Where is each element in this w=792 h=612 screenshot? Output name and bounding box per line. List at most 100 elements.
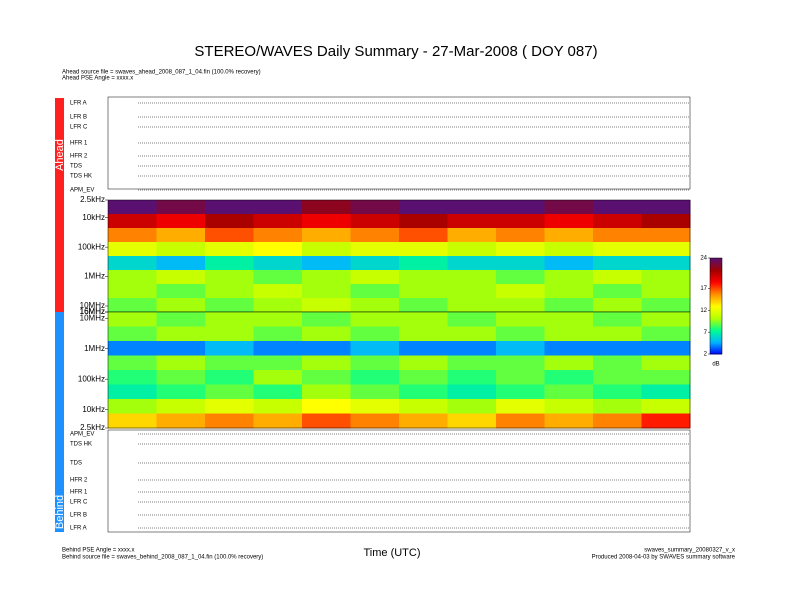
heat-cell bbox=[350, 370, 400, 385]
heat-cell bbox=[108, 242, 157, 257]
heat-cell bbox=[544, 214, 594, 229]
heat-cell bbox=[205, 370, 254, 385]
colorbar-swatch bbox=[710, 306, 722, 309]
heat-cell bbox=[447, 384, 497, 400]
panel-frame bbox=[107, 429, 691, 533]
heat-cell bbox=[593, 270, 642, 285]
colorbar-swatch bbox=[710, 282, 722, 285]
heat-cell bbox=[399, 370, 448, 385]
header-line: Ahead PSE Angle = xxxx.x bbox=[62, 76, 133, 82]
colorbar-swatch bbox=[710, 346, 722, 349]
colorbar-swatch bbox=[710, 310, 722, 313]
heat-cell bbox=[350, 341, 400, 356]
heat-cell bbox=[205, 399, 254, 414]
heat-cell bbox=[205, 214, 254, 229]
heat-cell bbox=[302, 341, 351, 356]
colorbar-swatch bbox=[710, 272, 722, 275]
heat-cell bbox=[641, 200, 691, 215]
heat-cell bbox=[447, 399, 497, 414]
heat-cell bbox=[496, 413, 545, 429]
header-line: Ahead source file = swaves_ahead_2008_08… bbox=[62, 70, 261, 76]
footer-line: Behind PSE Angle = xxxx.x bbox=[62, 548, 135, 554]
heat-cell bbox=[641, 355, 691, 371]
heat-cell bbox=[205, 270, 254, 285]
colorbar-swatch bbox=[710, 260, 722, 263]
colorbar-swatch bbox=[710, 280, 722, 283]
heat-cell bbox=[641, 399, 691, 414]
heat-cell bbox=[350, 355, 400, 371]
spectrogram-frame bbox=[107, 311, 691, 429]
colorbar-swatch bbox=[710, 312, 722, 315]
heat-cell bbox=[156, 312, 206, 327]
heat-cell bbox=[496, 355, 545, 371]
heat-cell bbox=[399, 384, 448, 400]
side-label: Behind bbox=[54, 495, 66, 529]
heat-cell bbox=[108, 284, 157, 299]
y-tick-label: 100kHz bbox=[78, 374, 105, 383]
colorbar-swatch bbox=[710, 318, 722, 321]
colorbar-swatch bbox=[710, 350, 722, 353]
heat-cell bbox=[641, 326, 691, 342]
heat-cell bbox=[593, 256, 642, 271]
heat-cell bbox=[544, 242, 594, 257]
instrument-label: HFR 2 bbox=[70, 154, 88, 160]
heat-cell bbox=[593, 214, 642, 229]
heat-cell bbox=[447, 341, 497, 356]
heat-cell bbox=[399, 341, 448, 356]
panel-frame bbox=[107, 96, 691, 190]
heat-cell bbox=[399, 214, 448, 229]
colorbar-tick-label: 17 bbox=[700, 286, 707, 292]
heat-cell bbox=[544, 370, 594, 385]
heat-cell bbox=[544, 228, 594, 243]
heat-cell bbox=[399, 228, 448, 243]
heat-cell bbox=[302, 384, 351, 400]
heat-cell bbox=[302, 284, 351, 299]
heat-cell bbox=[205, 355, 254, 371]
heat-cell bbox=[350, 399, 400, 414]
heat-cell bbox=[253, 214, 303, 229]
instrument-label: LFR C bbox=[70, 125, 88, 131]
heat-cell bbox=[108, 228, 157, 243]
heat-cell bbox=[496, 399, 545, 414]
colorbar-swatch bbox=[710, 268, 722, 271]
heat-cell bbox=[156, 270, 206, 285]
heat-cell bbox=[593, 326, 642, 342]
heat-cell bbox=[108, 326, 157, 342]
heat-cell bbox=[641, 256, 691, 271]
heat-cell bbox=[205, 326, 254, 342]
instrument-label: LFR B bbox=[70, 513, 87, 519]
heat-cell bbox=[399, 413, 448, 429]
heat-cell bbox=[447, 214, 497, 229]
heat-cell bbox=[399, 256, 448, 271]
footer-line: Behind source file = swaves_behind_2008_… bbox=[62, 555, 263, 561]
instrument-label: APM_EV bbox=[70, 188, 94, 194]
heat-cell bbox=[205, 384, 254, 400]
footer-line: swaves_summary_20080327_v_x bbox=[644, 548, 735, 554]
colorbar-swatch bbox=[710, 320, 722, 323]
colorbar-swatch bbox=[710, 326, 722, 329]
heat-cell bbox=[447, 370, 497, 385]
y-tick-label: 10MHz bbox=[80, 301, 105, 310]
heat-cell bbox=[496, 312, 545, 327]
colorbar-swatch bbox=[710, 298, 722, 301]
heat-cell bbox=[108, 214, 157, 229]
heat-cell bbox=[399, 200, 448, 215]
y-tick-label: 10kHz bbox=[82, 213, 105, 222]
heat-cell bbox=[205, 312, 254, 327]
heat-cell bbox=[205, 284, 254, 299]
heat-cell bbox=[108, 312, 157, 327]
heat-cell bbox=[108, 370, 157, 385]
footer-line: Produced 2008-04-03 by SWAVES summary so… bbox=[592, 555, 736, 561]
colorbar-tick-label: 24 bbox=[700, 256, 707, 262]
heat-cell bbox=[156, 341, 206, 356]
heat-cell bbox=[593, 355, 642, 371]
heat-cell bbox=[302, 312, 351, 327]
heat-cell bbox=[253, 242, 303, 257]
heat-cell bbox=[253, 399, 303, 414]
heat-cell bbox=[593, 341, 642, 356]
heat-cell bbox=[253, 413, 303, 429]
colorbar-swatch bbox=[710, 330, 722, 333]
instrument-label: LFR C bbox=[70, 500, 88, 506]
y-tick-label: 2.5kHz bbox=[80, 195, 105, 204]
instrument-label: LFR A bbox=[70, 101, 87, 107]
